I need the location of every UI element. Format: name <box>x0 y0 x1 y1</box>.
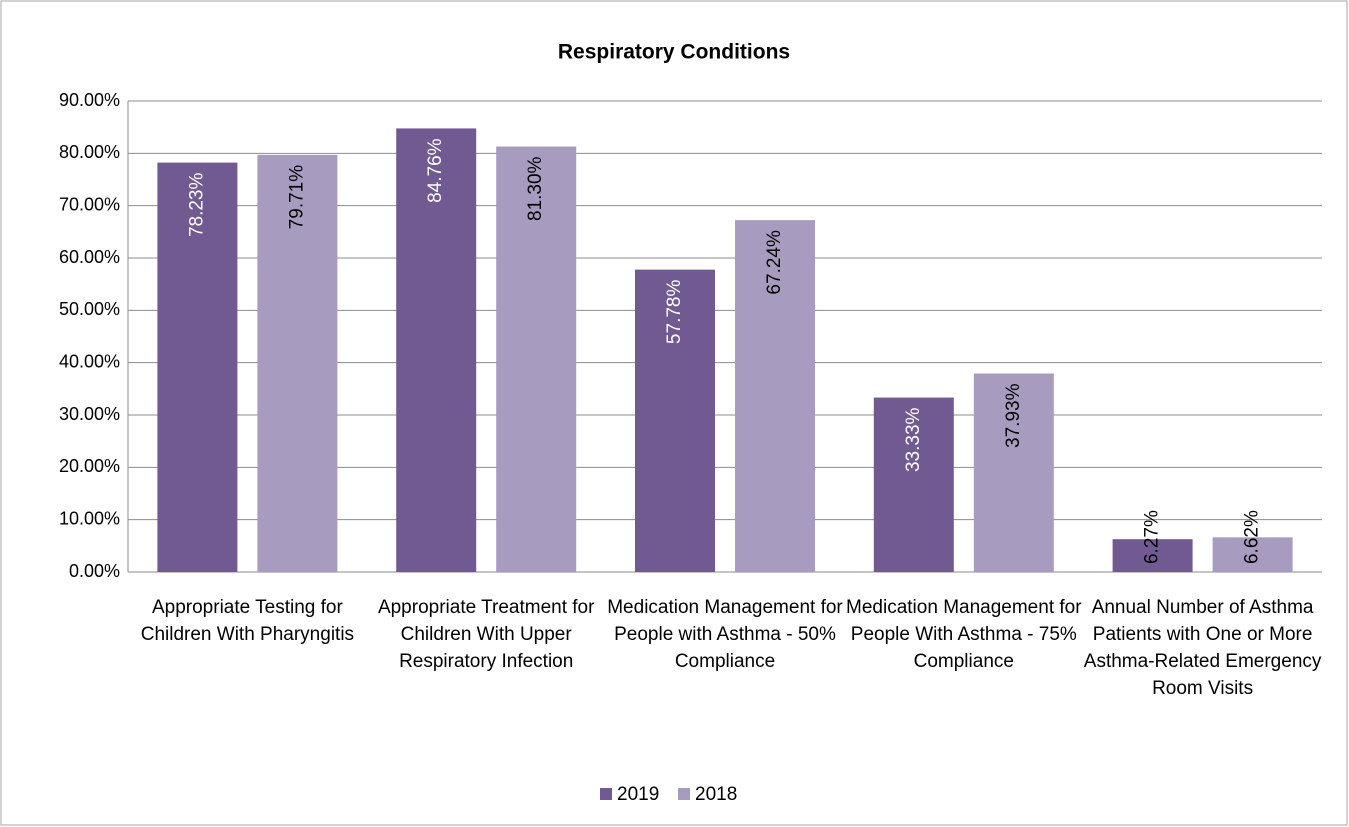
bar <box>635 269 715 572</box>
x-tick-label: Appropriate Treatment for Children With … <box>377 597 595 672</box>
bar <box>496 146 577 572</box>
value-label: 84.76% <box>425 138 446 203</box>
y-tick-label: 50.00% <box>59 299 120 319</box>
value-label: 79.71% <box>286 165 307 230</box>
y-tick-label: 60.00% <box>59 247 120 267</box>
y-tick-label: 70.00% <box>59 194 120 214</box>
legend-label: 2019 <box>617 784 659 805</box>
x-tick-label: Medication Management for People with As… <box>607 597 843 672</box>
legend-label: 2018 <box>695 784 737 805</box>
x-tick-label: Medication Management for People With As… <box>846 597 1082 672</box>
value-label: 67.24% <box>764 230 785 295</box>
y-tick-label: 20.00% <box>59 456 120 476</box>
value-label: 33.33% <box>903 407 924 472</box>
bar <box>396 128 477 572</box>
value-label: 57.78% <box>664 280 685 345</box>
y-tick-label: 40.00% <box>59 351 120 371</box>
value-label: 6.62% <box>1242 510 1263 564</box>
value-label: 78.23% <box>186 173 207 238</box>
bar <box>157 162 238 573</box>
legend-swatch <box>678 788 690 800</box>
bar <box>1212 537 1293 572</box>
value-label: 37.93% <box>1003 383 1024 448</box>
y-tick-label: 0.00% <box>69 561 120 581</box>
y-tick-label: 10.00% <box>59 508 120 528</box>
chart-title: Respiratory Conditions <box>558 41 790 64</box>
bar <box>873 397 954 572</box>
y-tick-label: 30.00% <box>59 404 120 424</box>
bar <box>257 154 338 572</box>
y-tick-label: 90.00% <box>59 90 120 110</box>
x-tick-label: Appropriate Testing for Children With Ph… <box>140 597 355 645</box>
bar <box>1112 539 1193 572</box>
legend-swatch <box>600 788 612 800</box>
value-label: 6.27% <box>1142 510 1163 564</box>
y-tick-label: 80.00% <box>59 142 120 162</box>
value-label: 81.30% <box>525 156 546 221</box>
x-tick-label: Annual Number of Asthma Patients with On… <box>1083 597 1322 699</box>
bar <box>735 220 815 573</box>
bar <box>973 373 1054 572</box>
